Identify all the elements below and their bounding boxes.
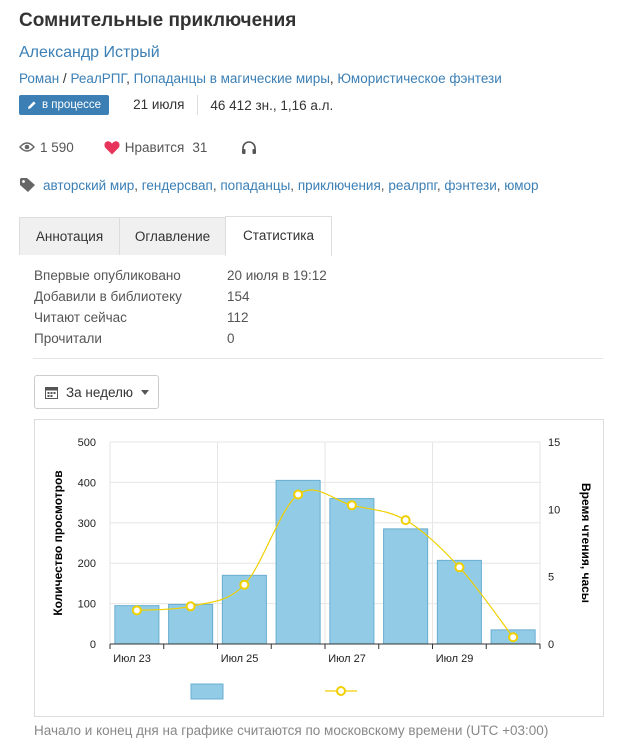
book-size: 46 412 зн., 1,16 а.л. <box>210 97 334 113</box>
reading-time-point <box>508 632 519 643</box>
y2-tick-label: 5 <box>548 572 554 584</box>
period-label: За неделю <box>66 384 134 400</box>
genre-link[interactable]: Попаданцы в магические миры <box>133 71 330 86</box>
chart-bar <box>383 528 429 645</box>
tag-link[interactable]: приключения <box>297 177 381 193</box>
tag-list: авторский мир, гендерсвап, попаданцы, пр… <box>19 177 539 193</box>
divider <box>33 358 603 359</box>
pencil-icon <box>28 101 36 109</box>
timezone-footnote: Начало и конец дня на графике считаются … <box>34 723 549 738</box>
book-meta: в процессе 21 июля 46 412 зн., 1,16 а.л. <box>19 94 333 116</box>
tag-link[interactable]: гендерсвап <box>141 177 213 193</box>
counters: 1 590 Нравится 31 <box>19 137 257 157</box>
heart-icon <box>104 140 120 154</box>
genre-link[interactable]: Роман <box>19 71 60 86</box>
reading-time-point <box>346 500 357 511</box>
chart-bar <box>275 479 321 645</box>
reading-time-point <box>239 579 250 590</box>
status-badge: в процессе <box>19 95 110 115</box>
audio-button[interactable] <box>241 140 257 155</box>
y2-tick-label: 0 <box>548 639 554 651</box>
legend-bar-swatch <box>190 683 224 700</box>
tag-link[interactable]: юмор <box>504 177 539 193</box>
eye-icon <box>19 142 35 152</box>
book-title: Сомнительные приключения <box>19 10 297 31</box>
reading-time-point <box>454 562 465 573</box>
genre-list: Роман / РеалРПГ, Попаданцы в магические … <box>19 71 502 86</box>
period-dropdown[interactable]: За неделю <box>34 375 159 409</box>
x-tick-label: Июл 27 <box>328 653 366 665</box>
views-counter: 1 590 <box>19 140 74 155</box>
stat-label: Читают сейчас <box>34 310 127 325</box>
y-tick-label: 200 <box>78 558 96 570</box>
y-tick-label: 100 <box>78 599 96 611</box>
tag-icon <box>20 178 35 192</box>
y2-tick-label: 15 <box>548 437 560 449</box>
y-tick-label: 500 <box>78 437 96 449</box>
headphones-icon <box>242 140 257 154</box>
tag-link[interactable]: попаданцы <box>220 177 291 193</box>
status-label: в процессе <box>42 99 102 111</box>
stat-value: 20 июля в 19:12 <box>227 268 327 283</box>
caret-down-icon <box>141 389 150 395</box>
author-link[interactable]: Александр Истрый <box>19 44 160 61</box>
publish-date: 21 июля <box>109 95 199 115</box>
chart-bar <box>436 559 482 645</box>
likes-count: 31 <box>192 139 208 155</box>
tag-link[interactable]: фэнтези <box>444 177 497 193</box>
x-tick-label: Июл 25 <box>221 653 259 665</box>
likes-label: Нравится <box>124 139 185 155</box>
reading-time-point <box>293 489 304 500</box>
tab-statistics[interactable]: Статистика <box>225 216 332 256</box>
y2-axis-title: Время чтения, часы <box>579 483 593 603</box>
reading-time-point <box>400 515 411 526</box>
stat-label: Впервые опубликовано <box>34 268 181 283</box>
legend-line-marker <box>336 686 346 696</box>
calendar-icon <box>45 386 58 399</box>
y-tick-label: 400 <box>78 477 96 489</box>
tag-link[interactable]: авторский мир <box>43 177 135 193</box>
views-count: 1 590 <box>40 139 74 155</box>
y-tick-label: 0 <box>90 639 96 651</box>
genre-link[interactable]: РеалРПГ <box>70 71 127 86</box>
y-axis-title: Количество просмотров <box>51 470 65 615</box>
like-button[interactable]: Нравится 31 <box>104 139 208 155</box>
book-tabs: Аннотация Оглавление Статистика <box>19 216 604 256</box>
genre-link[interactable]: Юмористическое фэнтези <box>337 71 502 86</box>
reading-time-point <box>185 601 196 612</box>
stat-value: 154 <box>227 289 250 304</box>
statistics-chart: 0 100 200 300 400 500 0 5 10 15 Июл 23 Июл 25 Июл 27… <box>34 419 604 717</box>
stat-label: Прочитали <box>34 331 102 346</box>
stat-label: Добавили в библиотеку <box>34 289 182 304</box>
chart-svg: 0 100 200 300 400 500 0 5 10 15 Июл 23 Июл 25 Июл 27… <box>51 437 593 700</box>
y-tick-label: 300 <box>78 518 96 530</box>
x-tick-label: Июл 29 <box>436 653 474 665</box>
tab-contents[interactable]: Оглавление <box>119 217 226 255</box>
reading-time-point <box>131 605 142 616</box>
stat-value: 0 <box>227 331 235 346</box>
stat-value: 112 <box>227 310 249 325</box>
y2-tick-label: 10 <box>548 504 560 516</box>
chart-bar <box>329 498 375 645</box>
tab-annotation[interactable]: Аннотация <box>19 217 120 255</box>
x-tick-label: Июл 23 <box>113 653 151 665</box>
tag-link[interactable]: реалрпг <box>388 177 437 193</box>
